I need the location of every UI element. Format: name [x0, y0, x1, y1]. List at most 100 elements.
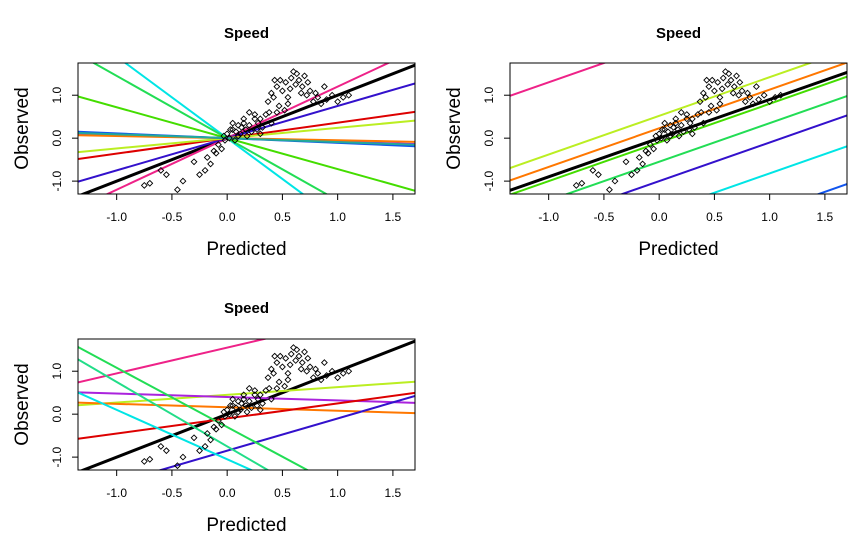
data-point-52 [293, 70, 301, 78]
x-tick-label: 0.0 [219, 210, 236, 224]
fit-lines [78, 63, 415, 194]
x-tick-label: 1.5 [385, 210, 402, 224]
data-point-75 [203, 154, 211, 161]
data-point-42 [275, 102, 283, 110]
data-point-54 [297, 89, 305, 97]
data-point-69 [345, 91, 353, 99]
data-point-41 [705, 83, 713, 91]
data-point-1 [140, 457, 148, 465]
x-axis: -1.0 -0.5 0.0 0.5 1.0 1.5 [106, 469, 402, 500]
x-axis-label: Predicted [638, 239, 718, 260]
data-point-11 [212, 149, 220, 157]
fit-line-1 [79, 63, 415, 194]
data-point-66 [328, 91, 336, 99]
data-point-7 [622, 158, 630, 166]
data-point-4 [162, 447, 170, 455]
data-point-39 [270, 93, 278, 101]
data-point-28 [245, 121, 253, 129]
fit-line-5 [105, 63, 391, 194]
data-point-2 [578, 179, 586, 187]
data-point-18 [227, 126, 234, 134]
y-tick-label: -1.0 [50, 170, 64, 191]
data-points [572, 68, 785, 194]
data-point-20 [231, 412, 239, 420]
x-axis: -1.0 -0.5 0.0 0.5 1.0 1.5 [538, 193, 834, 224]
fit-line-6 [78, 82, 415, 183]
fit-line-2 [510, 63, 814, 169]
data-point-78 [705, 108, 713, 116]
panels: Speed -1.0 -0.5 0.0 0.5 1.0 1.5 -1.0 0.0 1.0 Predi… [12, 25, 848, 536]
data-point-45 [281, 106, 289, 114]
fit-line-8 [78, 119, 415, 154]
data-point-38 [699, 89, 707, 97]
data-point-62 [314, 369, 322, 377]
data-point-25 [240, 395, 248, 403]
data-point-16 [655, 130, 663, 138]
data-point-12 [214, 417, 222, 425]
data-point-76 [666, 132, 674, 140]
data-point-7 [190, 158, 198, 166]
y-tick-label: -1.0 [482, 170, 496, 191]
data-point-11 [212, 425, 220, 433]
data-point-22 [234, 121, 242, 129]
data-point-67 [334, 98, 342, 106]
x-tick-label: 0.0 [219, 486, 236, 500]
data-point-15 [653, 136, 661, 144]
data-point-61 [312, 365, 319, 373]
data-points [140, 68, 353, 194]
fit-line-6 [564, 95, 847, 194]
data-point-31 [253, 126, 261, 134]
data-point-48 [286, 85, 294, 93]
x-tick-label: 0.5 [274, 210, 291, 224]
data-point-8 [196, 447, 203, 455]
data-point-27 [243, 132, 251, 140]
data-point-44 [710, 87, 718, 95]
data-point-38 [267, 365, 275, 373]
data-point-41 [273, 83, 281, 91]
data-point-70 [240, 391, 248, 399]
data-point-13 [218, 421, 226, 429]
data-point-44 [278, 87, 286, 95]
data-point-76 [234, 132, 242, 140]
y-axis-label: Observed [12, 363, 33, 445]
data-point-53 [727, 76, 735, 84]
data-point-41 [273, 359, 281, 367]
data-point-63 [749, 100, 757, 108]
data-point-8 [196, 171, 203, 179]
y-axis: -1.0 0.0 1.0 [50, 363, 78, 467]
data-point-71 [677, 108, 685, 116]
data-point-26 [674, 126, 682, 134]
x-tick-label: 1.5 [817, 210, 834, 224]
data-point-79 [284, 100, 292, 108]
data-point-76 [234, 408, 242, 416]
data-point-77 [256, 391, 264, 399]
data-point-78 [273, 384, 281, 392]
data-point-24 [238, 399, 245, 407]
chart-panel-3: Speed -1.0 -0.5 0.0 0.5 1.0 1.5 -1.0 0.0 1.0 Predi… [12, 300, 416, 536]
data-point-48 [286, 361, 294, 369]
data-point-10 [639, 160, 647, 168]
data-point-22 [666, 121, 674, 129]
x-tick-label: -0.5 [162, 486, 183, 500]
data-point-29 [248, 128, 255, 136]
y-tick-label: 1.0 [482, 87, 496, 104]
data-point-74 [210, 423, 218, 431]
fit-line-3 [510, 63, 847, 182]
data-point-77 [688, 115, 696, 123]
fit-line-1 [79, 339, 415, 470]
chart-title: Speed [656, 25, 701, 42]
data-point-59 [306, 87, 314, 95]
data-point-75 [203, 430, 211, 437]
data-point-66 [760, 91, 768, 99]
data-point-47 [284, 369, 292, 377]
data-point-65 [323, 372, 331, 379]
data-point-1 [572, 181, 580, 189]
data-point-73 [229, 402, 237, 410]
data-point-60 [741, 98, 749, 106]
data-point-30 [251, 391, 259, 399]
data-point-43 [276, 76, 284, 84]
data-point-42 [275, 378, 283, 386]
data-point-60 [309, 374, 317, 382]
data-point-63 [317, 376, 325, 384]
fit-line-2 [123, 63, 305, 194]
